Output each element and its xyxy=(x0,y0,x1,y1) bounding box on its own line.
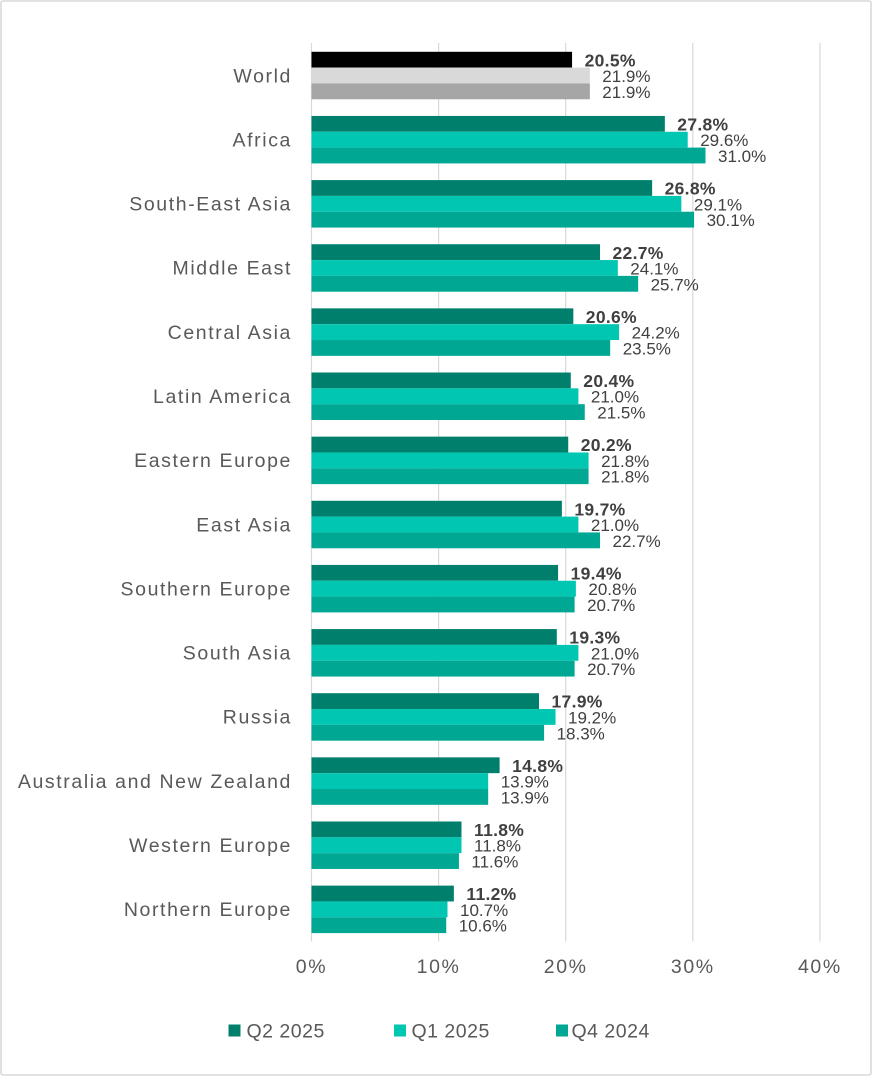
svg-text:10.6%: 10.6% xyxy=(459,917,507,936)
svg-text:Central Asia: Central Asia xyxy=(168,322,292,344)
svg-text:Q2 2025: Q2 2025 xyxy=(247,1021,325,1043)
svg-text:29.1%: 29.1% xyxy=(694,195,742,214)
svg-text:11.2%: 11.2% xyxy=(466,884,516,904)
svg-text:20.2%: 20.2% xyxy=(581,435,632,455)
svg-text:Middle East: Middle East xyxy=(173,258,292,280)
svg-text:19.7%: 19.7% xyxy=(574,499,625,519)
svg-text:Africa: Africa xyxy=(233,129,292,151)
svg-text:24.2%: 24.2% xyxy=(632,324,680,343)
svg-text:Russia: Russia xyxy=(223,707,292,729)
svg-text:26.8%: 26.8% xyxy=(665,179,716,199)
svg-text:20.7%: 20.7% xyxy=(587,660,635,679)
svg-text:Australia and New Zealand: Australia and New Zealand xyxy=(18,771,292,793)
svg-text:Eastern Europe: Eastern Europe xyxy=(134,450,292,472)
svg-text:19.2%: 19.2% xyxy=(568,708,616,727)
svg-text:10.7%: 10.7% xyxy=(460,901,508,920)
svg-text:13.9%: 13.9% xyxy=(501,788,549,807)
svg-text:Q1 2025: Q1 2025 xyxy=(412,1021,490,1043)
svg-text:21.5%: 21.5% xyxy=(597,404,645,423)
svg-text:20%: 20% xyxy=(544,956,588,978)
svg-text:30.1%: 30.1% xyxy=(707,211,755,230)
svg-text:31.0%: 31.0% xyxy=(718,147,766,166)
svg-text:18.3%: 18.3% xyxy=(557,724,605,743)
svg-text:Western Europe: Western Europe xyxy=(129,835,292,857)
svg-text:11.6%: 11.6% xyxy=(471,853,518,872)
svg-text:17.9%: 17.9% xyxy=(552,692,603,712)
svg-text:21.9%: 21.9% xyxy=(602,83,650,102)
svg-text:20.4%: 20.4% xyxy=(583,371,634,391)
svg-text:Q4 2024: Q4 2024 xyxy=(572,1021,650,1043)
svg-text:22.7%: 22.7% xyxy=(613,532,661,551)
svg-text:21.0%: 21.0% xyxy=(591,644,639,663)
svg-text:20.6%: 20.6% xyxy=(586,307,637,327)
svg-text:23.5%: 23.5% xyxy=(623,339,671,358)
svg-text:South-East Asia: South-East Asia xyxy=(129,193,292,215)
svg-text:24.1%: 24.1% xyxy=(630,259,678,278)
svg-text:21.9%: 21.9% xyxy=(602,67,650,86)
svg-text:21.8%: 21.8% xyxy=(601,452,649,471)
svg-text:East Asia: East Asia xyxy=(196,514,292,536)
svg-text:25.7%: 25.7% xyxy=(651,275,699,294)
svg-text:27.8%: 27.8% xyxy=(677,114,728,134)
svg-text:Northern Europe: Northern Europe xyxy=(124,899,292,921)
svg-text:19.3%: 19.3% xyxy=(569,628,620,648)
svg-text:World: World xyxy=(233,65,292,87)
svg-text:21.8%: 21.8% xyxy=(601,468,649,487)
svg-text:14.8%: 14.8% xyxy=(512,756,563,776)
svg-text:Southern Europe: Southern Europe xyxy=(121,578,292,600)
svg-text:21.0%: 21.0% xyxy=(591,388,639,407)
svg-text:40%: 40% xyxy=(798,956,842,978)
svg-text:13.9%: 13.9% xyxy=(501,773,549,792)
svg-text:11.8%: 11.8% xyxy=(474,820,524,840)
svg-text:19.4%: 19.4% xyxy=(571,563,622,583)
svg-text:20.5%: 20.5% xyxy=(585,50,636,70)
svg-text:20.7%: 20.7% xyxy=(587,596,635,615)
svg-text:21.0%: 21.0% xyxy=(591,516,639,535)
svg-text:22.7%: 22.7% xyxy=(613,243,664,263)
svg-text:20.8%: 20.8% xyxy=(588,580,636,599)
svg-text:South Asia: South Asia xyxy=(183,642,292,664)
svg-text:29.6%: 29.6% xyxy=(700,131,748,150)
svg-text:0%: 0% xyxy=(296,956,327,978)
svg-text:11.8%: 11.8% xyxy=(474,837,521,856)
svg-text:Latin America: Latin America xyxy=(153,386,292,408)
svg-text:30%: 30% xyxy=(671,956,715,978)
svg-text:10%: 10% xyxy=(417,956,461,978)
